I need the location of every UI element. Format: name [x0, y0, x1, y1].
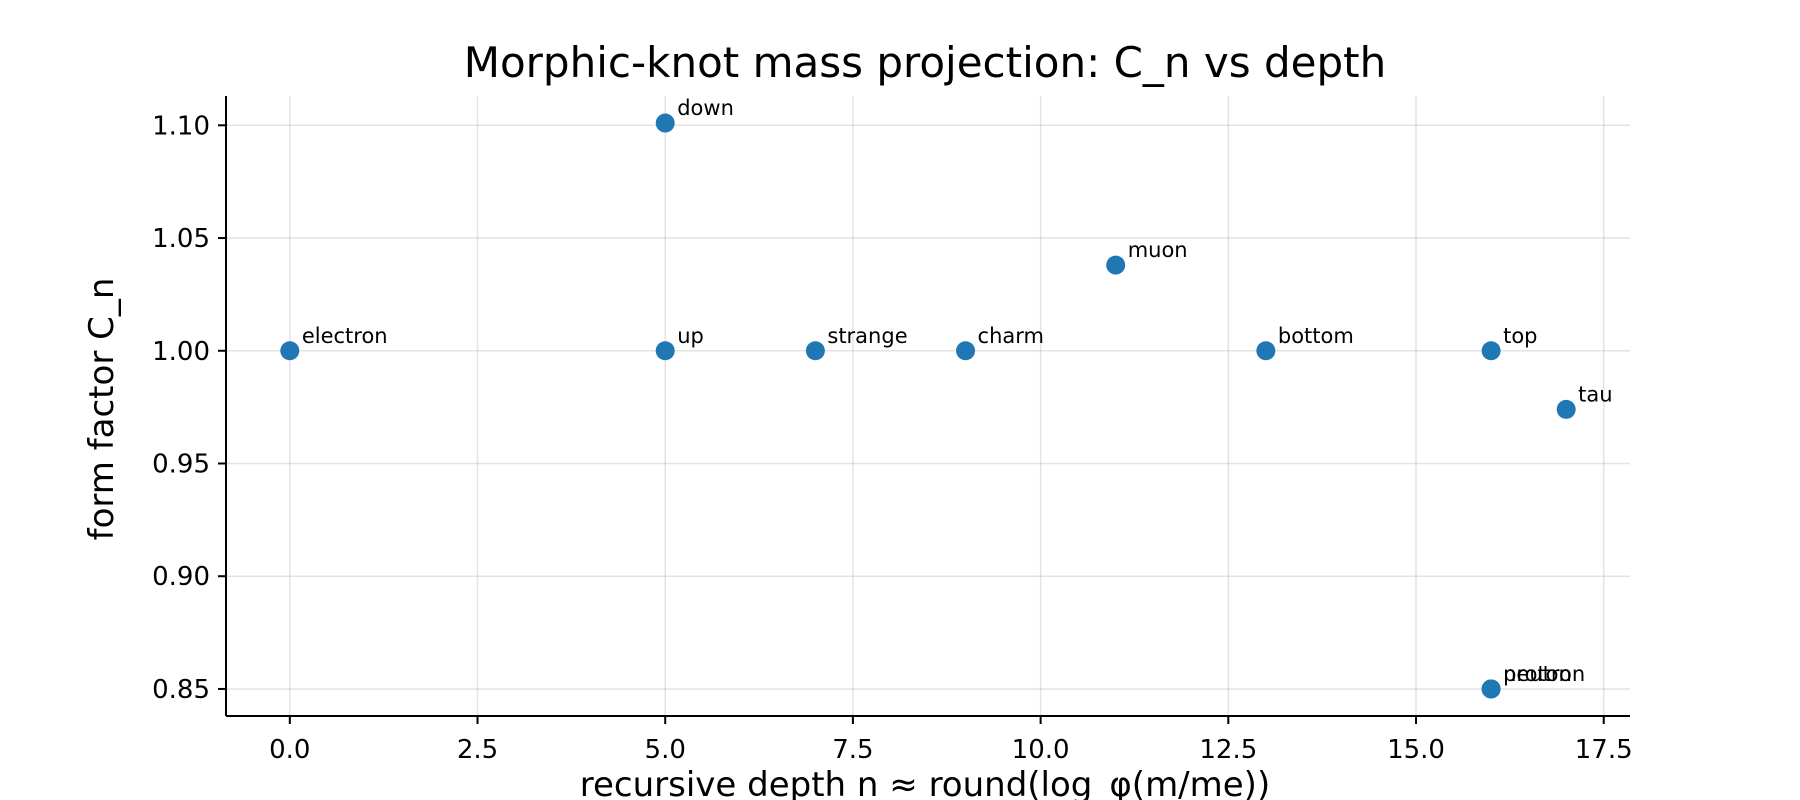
y-tick-label: 1.00	[152, 337, 210, 367]
data-label-neutron: neutron	[1503, 662, 1585, 686]
x-tick-label: 2.5	[457, 735, 498, 765]
data-label-top: top	[1503, 324, 1537, 348]
grid	[226, 96, 1630, 716]
data-point-neutron	[1481, 679, 1501, 699]
data-label-muon: muon	[1128, 238, 1188, 262]
data-label-proton: proton	[1503, 662, 1572, 686]
data-point-tau	[1556, 399, 1576, 419]
x-tick-label: 7.5	[832, 735, 873, 765]
data-point-down	[655, 113, 675, 133]
data-label-tau: tau	[1578, 382, 1612, 406]
x-tick-label: 17.5	[1575, 735, 1633, 765]
data-point-electron	[280, 341, 300, 361]
data-point-muon	[1106, 255, 1126, 275]
x-axis-label: recursive depth n ≈ round(log_φ(m/me))	[580, 765, 1270, 800]
data-point-charm	[956, 341, 976, 361]
y-axis-label: form factor C_n	[82, 278, 122, 541]
data-point-bottom	[1256, 341, 1276, 361]
data-point-top	[1481, 341, 1501, 361]
x-tick-label: 5.0	[645, 735, 686, 765]
chart-title: Morphic-knot mass projection: C_n vs dep…	[464, 38, 1387, 87]
x-tick-label: 10.0	[1012, 735, 1070, 765]
data-point-strange	[805, 341, 825, 361]
data-points: electron up down strange charm muon bottom top t…	[280, 96, 1613, 699]
data-label-bottom: bottom	[1278, 324, 1354, 348]
y-tick-label: 0.85	[152, 675, 210, 705]
x-tick-label: 15.0	[1387, 735, 1445, 765]
data-label-up: up	[677, 324, 704, 348]
x-tick-label: 12.5	[1199, 735, 1257, 765]
y-tick-label: 0.90	[152, 562, 210, 592]
data-point-up	[655, 341, 675, 361]
data-label-strange: strange	[827, 324, 907, 348]
y-tick-label: 0.95	[152, 449, 210, 479]
data-label-electron: electron	[302, 324, 388, 348]
data-label-down: down	[677, 96, 734, 120]
y-tick-label: 1.10	[152, 111, 210, 141]
ticks: 0.0 2.5 5.0 7.5 10.0 12.5 15.0 17.5 0.85 0.90 0.95…	[152, 111, 1633, 765]
data-label-charm: charm	[978, 324, 1044, 348]
x-tick-label: 0.0	[269, 735, 310, 765]
y-tick-label: 1.05	[152, 224, 210, 254]
axes	[225, 96, 1630, 717]
